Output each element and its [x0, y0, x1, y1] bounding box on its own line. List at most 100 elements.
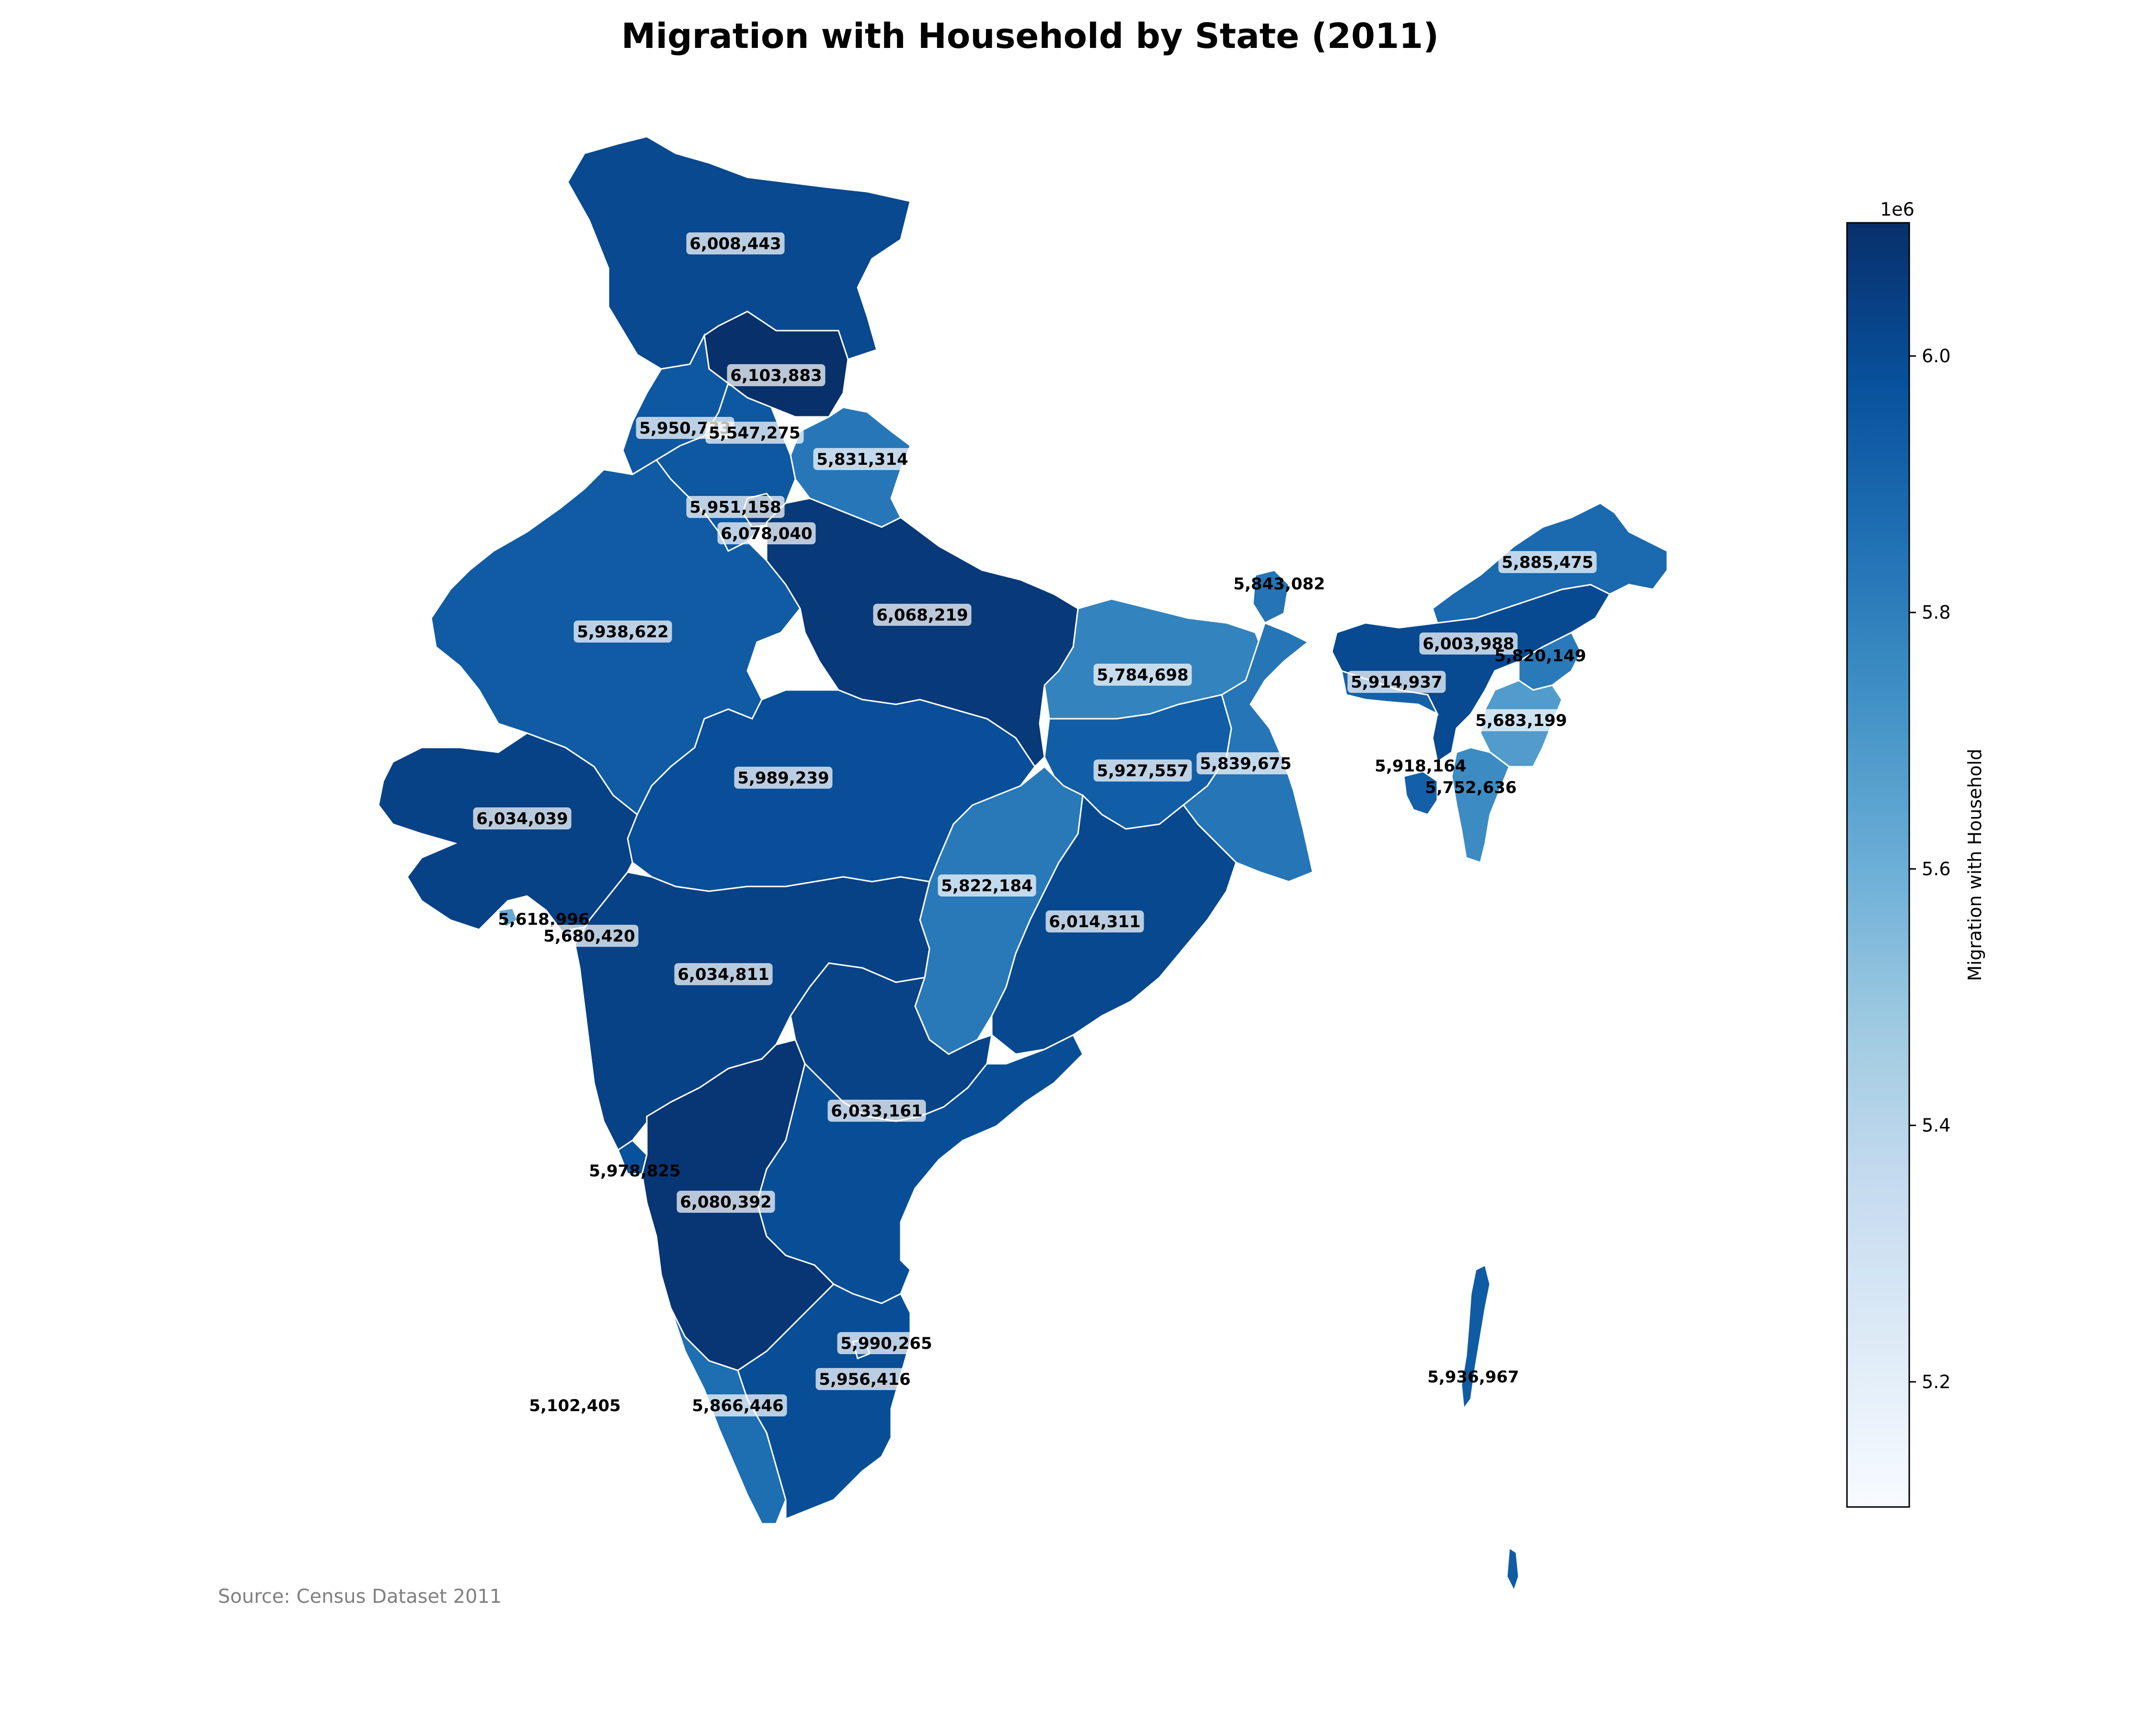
value-label-box — [1419, 632, 1518, 655]
value-label-text: 6,003,988 — [1422, 634, 1514, 654]
value-label-up: 6,068,219 — [873, 604, 972, 626]
value-label-text: 5,680,420 — [543, 927, 635, 946]
value-label-ap: 5,990,265 — [837, 1332, 936, 1354]
value-label-ch: 5,547,275 — [705, 422, 804, 444]
value-label-text: 5,956,416 — [819, 1370, 910, 1389]
value-label-text: 5,831,314 — [816, 450, 908, 469]
value-label-cg: 5,822,184 — [938, 874, 1036, 897]
value-label-text: 6,034,039 — [476, 809, 568, 828]
value-label-ar: 5,885,475 — [1498, 551, 1597, 573]
value-label-nl: 5,820,149 — [1494, 646, 1586, 666]
value-label-text: 6,103,883 — [730, 366, 822, 385]
value-label-text: 5,938,622 — [577, 622, 668, 642]
value-label-text: 5,820,149 — [1494, 646, 1586, 666]
value-labels: 6,008,4436,103,8835,950,7335,547,2755,83… — [473, 232, 1597, 1416]
value-label-box — [705, 422, 804, 444]
value-label-rj: 5,938,622 — [573, 621, 672, 643]
value-label-box — [837, 1332, 936, 1354]
colorbar: 1e6 5.2 5.4 5.6 5.8 6.0 Migration with House… — [1846, 199, 1985, 1508]
value-label-box — [573, 621, 672, 643]
value-label-box — [1472, 709, 1571, 731]
value-label-box — [1347, 671, 1446, 693]
region-mz — [1451, 747, 1510, 863]
value-label-tg: 6,033,161 — [827, 1100, 926, 1122]
value-label-text: 5,978,825 — [589, 1162, 680, 1181]
value-label-box — [686, 232, 785, 254]
value-label-box — [1196, 752, 1295, 774]
value-label-ka: 6,080,392 — [677, 1191, 775, 1213]
value-label-mn: 5,683,199 — [1472, 709, 1571, 731]
value-label-mp: 5,989,239 — [734, 767, 833, 789]
value-label-box — [1093, 759, 1192, 782]
value-label-box — [727, 364, 826, 386]
value-label-dn: 5,680,420 — [540, 925, 639, 947]
value-label-box — [677, 1191, 775, 1213]
value-label-uk: 5,831,314 — [813, 448, 912, 470]
value-label-jk: 6,008,443 — [686, 232, 785, 254]
source-note: Source: Census Dataset 2011 — [218, 1586, 502, 1608]
value-label-ga: 5,978,825 — [589, 1162, 680, 1181]
value-label-py: 5,956,416 — [815, 1368, 914, 1390]
region-sk — [1252, 569, 1290, 624]
colorbar-gradient — [1846, 222, 1910, 1508]
value-label-box — [473, 807, 572, 829]
value-label-ml: 5,914,937 — [1347, 671, 1446, 693]
value-label-text: 5,885,475 — [1502, 553, 1593, 572]
value-label-box — [813, 448, 912, 470]
value-label-text: 5,683,199 — [1475, 711, 1567, 730]
value-label-box — [674, 963, 773, 985]
colorbar-tick-label: 5.6 — [1922, 858, 1950, 879]
region-dd — [497, 907, 518, 929]
value-label-wb: 5,839,675 — [1196, 752, 1295, 774]
value-label-box — [734, 767, 833, 789]
value-label-box — [540, 925, 639, 947]
value-label-tr: 5,918,164 — [1375, 757, 1466, 776]
value-label-text: 5,866,446 — [692, 1396, 783, 1415]
value-label-mz: 5,752,636 — [1425, 778, 1516, 797]
value-label-box — [688, 1394, 787, 1416]
value-label-text: 5,839,675 — [1200, 754, 1291, 773]
value-label-text: 5,547,275 — [709, 424, 800, 443]
colorbar-offset-text: 1e6 — [1880, 199, 1915, 220]
value-label-an: 5,936,967 — [1427, 1368, 1519, 1387]
value-label-dl: 6,078,040 — [717, 522, 816, 544]
value-label-mh: 6,034,811 — [674, 963, 773, 985]
region-an — [1460, 1264, 1520, 1593]
value-label-jh: 5,927,557 — [1093, 759, 1192, 782]
value-label-text: 5,936,967 — [1427, 1368, 1519, 1387]
value-label-box — [1093, 664, 1192, 686]
colorbar-ticks: 5.2 5.4 5.6 5.8 6.0 — [1909, 345, 1950, 1392]
value-label-text: 6,014,311 — [1049, 912, 1140, 932]
value-label-text: 5,990,265 — [840, 1334, 932, 1353]
value-label-text: 5,843,082 — [1233, 575, 1325, 594]
value-label-kl: 5,866,446 — [688, 1394, 787, 1416]
value-label-or: 6,014,311 — [1045, 910, 1144, 932]
value-label-hp: 6,103,883 — [727, 364, 826, 386]
value-label-box — [815, 1368, 914, 1390]
value-label-text: 5,918,164 — [1375, 757, 1466, 776]
region-tr — [1403, 770, 1438, 816]
value-label-text: 6,080,392 — [680, 1193, 771, 1212]
value-label-box — [873, 604, 972, 626]
value-label-box — [938, 874, 1036, 897]
colorbar-tick-label: 5.2 — [1922, 1371, 1950, 1392]
colorbar-tick-label: 5.4 — [1922, 1115, 1950, 1136]
colorbar-tick-label: 6.0 — [1922, 345, 1950, 367]
value-label-br: 5,784,698 — [1093, 664, 1192, 686]
value-label-text: 5,914,937 — [1351, 673, 1442, 692]
value-label-text: 5,927,557 — [1097, 761, 1188, 781]
value-label-text: 6,033,161 — [831, 1102, 922, 1121]
value-label-ld: 5,102,405 — [529, 1396, 620, 1415]
colorbar-tick-label: 5.8 — [1922, 602, 1950, 623]
value-label-gj: 6,034,039 — [473, 807, 572, 829]
value-label-box — [686, 496, 785, 518]
value-label-as: 6,003,988 — [1419, 632, 1518, 655]
value-label-box — [1045, 910, 1144, 932]
value-label-box — [717, 522, 816, 544]
chart-title: Migration with Household by State (2011) — [621, 16, 1439, 56]
value-label-text: 5,752,636 — [1425, 778, 1516, 797]
value-label-text: 6,078,040 — [721, 524, 812, 543]
value-label-text: 5,784,698 — [1097, 666, 1188, 685]
value-label-hr: 5,951,158 — [686, 496, 785, 518]
